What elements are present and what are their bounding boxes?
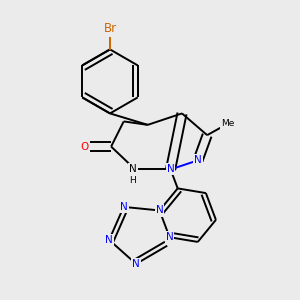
Text: N: N [194, 155, 202, 165]
Text: N: N [129, 164, 137, 174]
Text: N: N [105, 235, 113, 245]
Text: N: N [166, 232, 173, 242]
Text: N: N [156, 206, 164, 215]
Text: N: N [167, 164, 175, 174]
Text: H: H [130, 176, 136, 185]
Text: N: N [120, 202, 128, 212]
Text: Me: Me [221, 119, 234, 128]
Text: O: O [81, 142, 89, 152]
Text: N: N [132, 259, 140, 269]
Text: Br: Br [103, 22, 117, 35]
